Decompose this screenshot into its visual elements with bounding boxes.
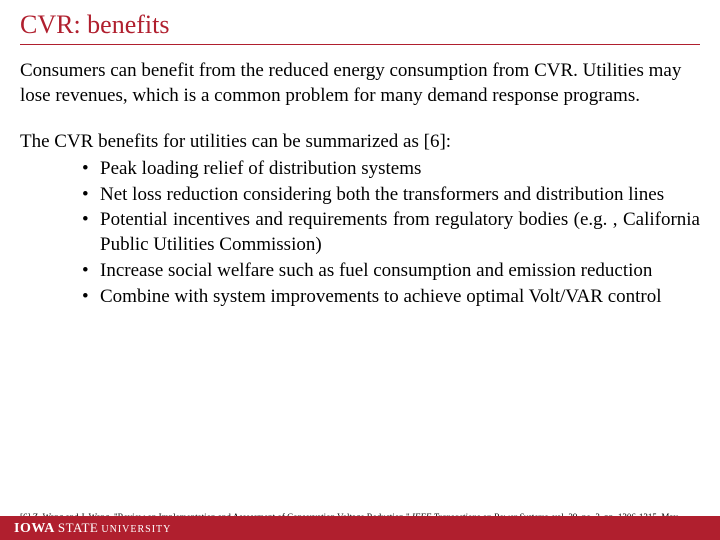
list-item: Net loss reduction considering both the … [82, 183, 700, 208]
bullet-list: Peak loading relief of distribution syst… [20, 157, 700, 310]
slide-container: CVR: benefits Consumers can benefit from… [0, 0, 720, 540]
summary-line: The CVR benefits for utilities can be su… [20, 130, 700, 155]
intro-paragraph: Consumers can benefit from the reduced e… [20, 59, 700, 108]
list-item: Combine with system improvements to achi… [82, 285, 700, 310]
footer-bar: IOWA STATE UNIVERSITY [0, 516, 720, 540]
logo-state: STATE [58, 520, 98, 536]
list-item: Peak loading relief of distribution syst… [82, 157, 700, 182]
list-item: Potential incentives and requirements fr… [82, 208, 700, 257]
university-logo: IOWA STATE UNIVERSITY [14, 520, 171, 537]
slide-title: CVR: benefits [20, 10, 700, 45]
logo-iowa: IOWA [14, 521, 55, 537]
logo-university: UNIVERSITY [101, 524, 171, 535]
list-item: Increase social welfare such as fuel con… [82, 259, 700, 284]
